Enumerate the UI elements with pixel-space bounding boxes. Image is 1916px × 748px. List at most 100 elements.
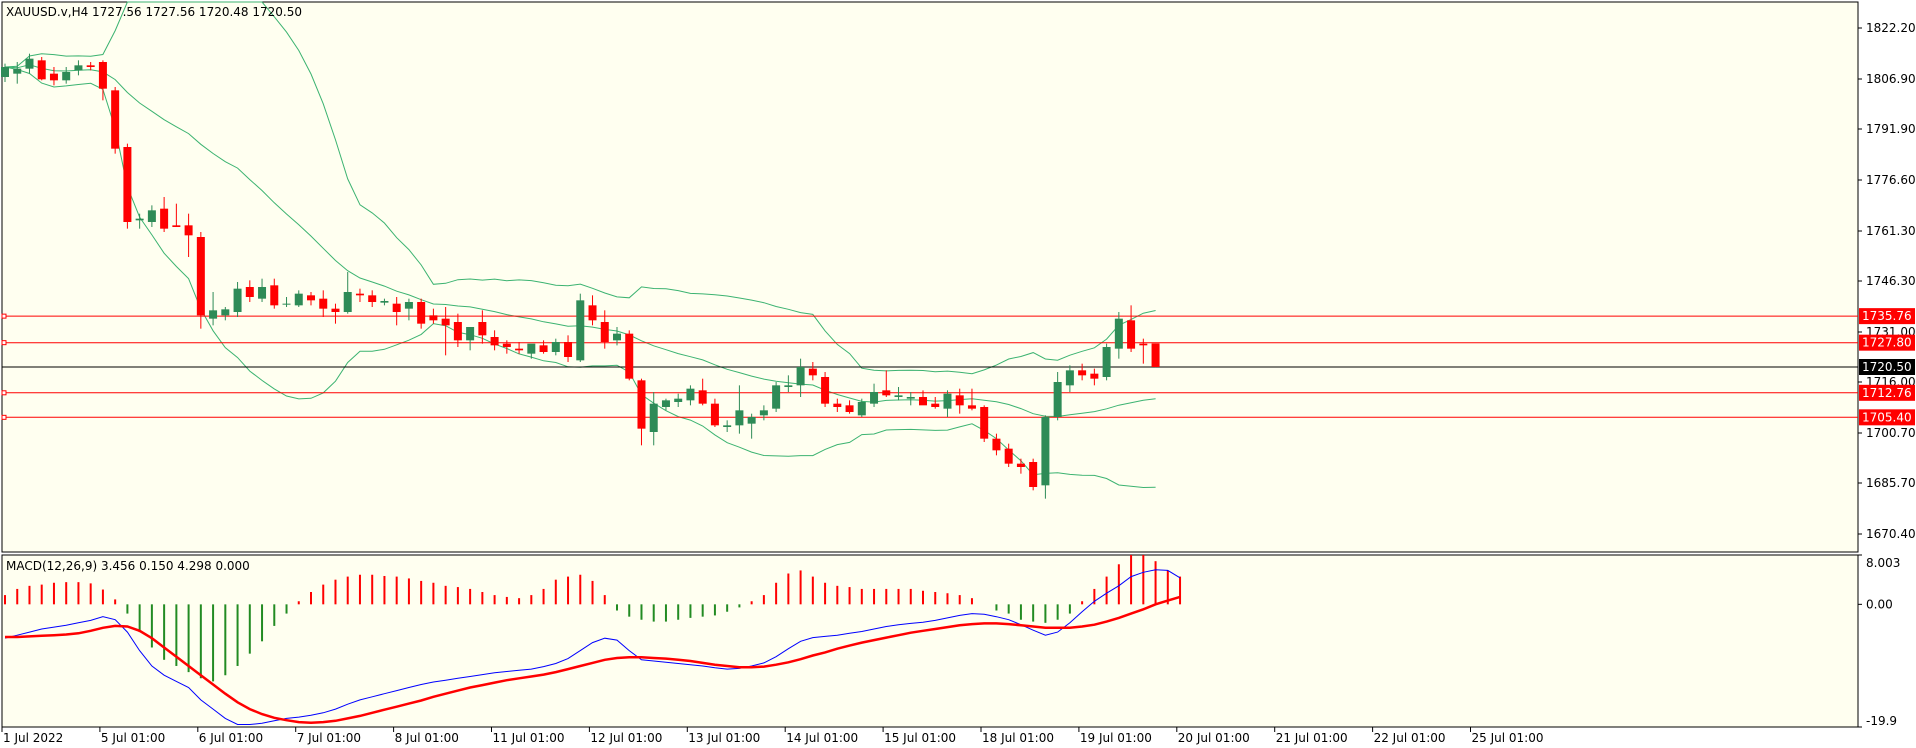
candle-body [453, 322, 462, 341]
candle [808, 362, 817, 381]
candle-body [980, 407, 989, 439]
bollinger-upper-line [4, 1, 1156, 375]
candle [1114, 312, 1123, 359]
price-tag-label: 1712.76 [1862, 386, 1912, 400]
candle-body [404, 302, 413, 309]
candle [637, 378, 646, 446]
time-tick-label: 6 Jul 01:00 [199, 731, 263, 745]
candle-body [1065, 370, 1074, 386]
candle [527, 343, 536, 359]
candle-body [661, 400, 670, 407]
price-tick-label: 1791.90 [1866, 122, 1916, 136]
candle-body [759, 410, 768, 416]
candle-body [906, 397, 915, 399]
candle-body [258, 287, 267, 299]
candle [1078, 363, 1087, 381]
candle [392, 297, 401, 326]
candle-body [1016, 463, 1025, 467]
candle-body [882, 390, 891, 396]
candle [613, 327, 621, 346]
candle-body [343, 292, 352, 312]
candle [1127, 305, 1136, 352]
candle [196, 232, 205, 329]
candle-body [637, 380, 646, 429]
candle [502, 340, 511, 354]
time-tick-label: 8 Jul 01:00 [395, 731, 459, 745]
level-line-handle [1, 390, 7, 396]
candle [466, 327, 475, 351]
candle [368, 290, 377, 307]
candle-body [98, 62, 107, 89]
price-tick-label: 1700.70 [1866, 426, 1916, 440]
candle-body [1004, 448, 1013, 464]
candle-body [857, 402, 866, 416]
candle [221, 307, 230, 321]
candle-body [62, 72, 71, 81]
candle-body [821, 377, 830, 404]
price-tag-l1712: 1712.76 [1859, 384, 1915, 401]
price-tag-label: 1705.40 [1862, 410, 1912, 424]
candle-body [1078, 370, 1087, 376]
price-tag-label: 1720.50 [1862, 360, 1912, 374]
candle [600, 310, 609, 349]
candle [490, 330, 499, 351]
candles [1, 53, 1160, 499]
time-tick-label: 21 Jul 01:00 [1276, 731, 1348, 745]
time-tick-label: 20 Jul 01:00 [1178, 731, 1250, 745]
price-tag-l1735: 1735.76 [1859, 308, 1915, 325]
time-tick-label: 13 Jul 01:00 [688, 731, 760, 745]
candle-body [49, 73, 58, 81]
candle-body [735, 410, 744, 426]
candle-body [613, 333, 621, 341]
candle [674, 393, 683, 407]
candle-body [955, 395, 964, 406]
candle-body [74, 65, 83, 71]
candle-body [184, 225, 193, 236]
candle [172, 203, 181, 227]
macd-pane[interactable] [1, 554, 1859, 728]
candle [1151, 343, 1160, 368]
price-tag-box [1859, 384, 1915, 401]
macd-signal-line [5, 595, 1181, 724]
candle-body [270, 285, 279, 306]
macd-tick-label: 8.003 [1866, 556, 1900, 570]
time-tick-label: 25 Jul 01:00 [1472, 731, 1544, 745]
candle [404, 298, 413, 321]
candle [564, 335, 573, 362]
candle [74, 60, 83, 76]
candle-body [943, 393, 952, 409]
price-tag-current: 1720.50 [1859, 359, 1915, 375]
candle [270, 278, 279, 309]
candle-body [490, 337, 499, 346]
candle-body [919, 397, 927, 406]
price-tag-l1705: 1705.40 [1859, 409, 1915, 426]
symbol-header: XAUUSD.v,H4 1727.56 1727.56 1720.48 1720… [6, 5, 302, 19]
candle [1016, 458, 1025, 474]
price-tag-box [1859, 359, 1915, 375]
candle [160, 197, 169, 232]
candle [86, 62, 95, 71]
candle [135, 213, 144, 229]
candle [123, 143, 132, 229]
candle [331, 303, 340, 324]
candle-body [772, 385, 781, 409]
candle-body [747, 417, 756, 424]
candle-body [588, 305, 597, 321]
candle [417, 298, 426, 329]
candle [1, 63, 9, 82]
candle [919, 390, 927, 406]
candle-body [894, 395, 903, 397]
candle-body [1127, 320, 1136, 349]
horizontal-levels[interactable] [1, 313, 1858, 420]
candle [13, 62, 22, 84]
candle-body [698, 390, 707, 404]
candle [845, 400, 854, 414]
candle [1004, 443, 1013, 467]
candle [233, 282, 242, 317]
candle-body [649, 403, 658, 432]
candle [343, 272, 352, 314]
candle [576, 293, 585, 362]
price-pane[interactable] [1, 1, 1859, 553]
macd-header: MACD(12,26,9) 3.456 0.150 4.298 0.000 [6, 559, 250, 573]
